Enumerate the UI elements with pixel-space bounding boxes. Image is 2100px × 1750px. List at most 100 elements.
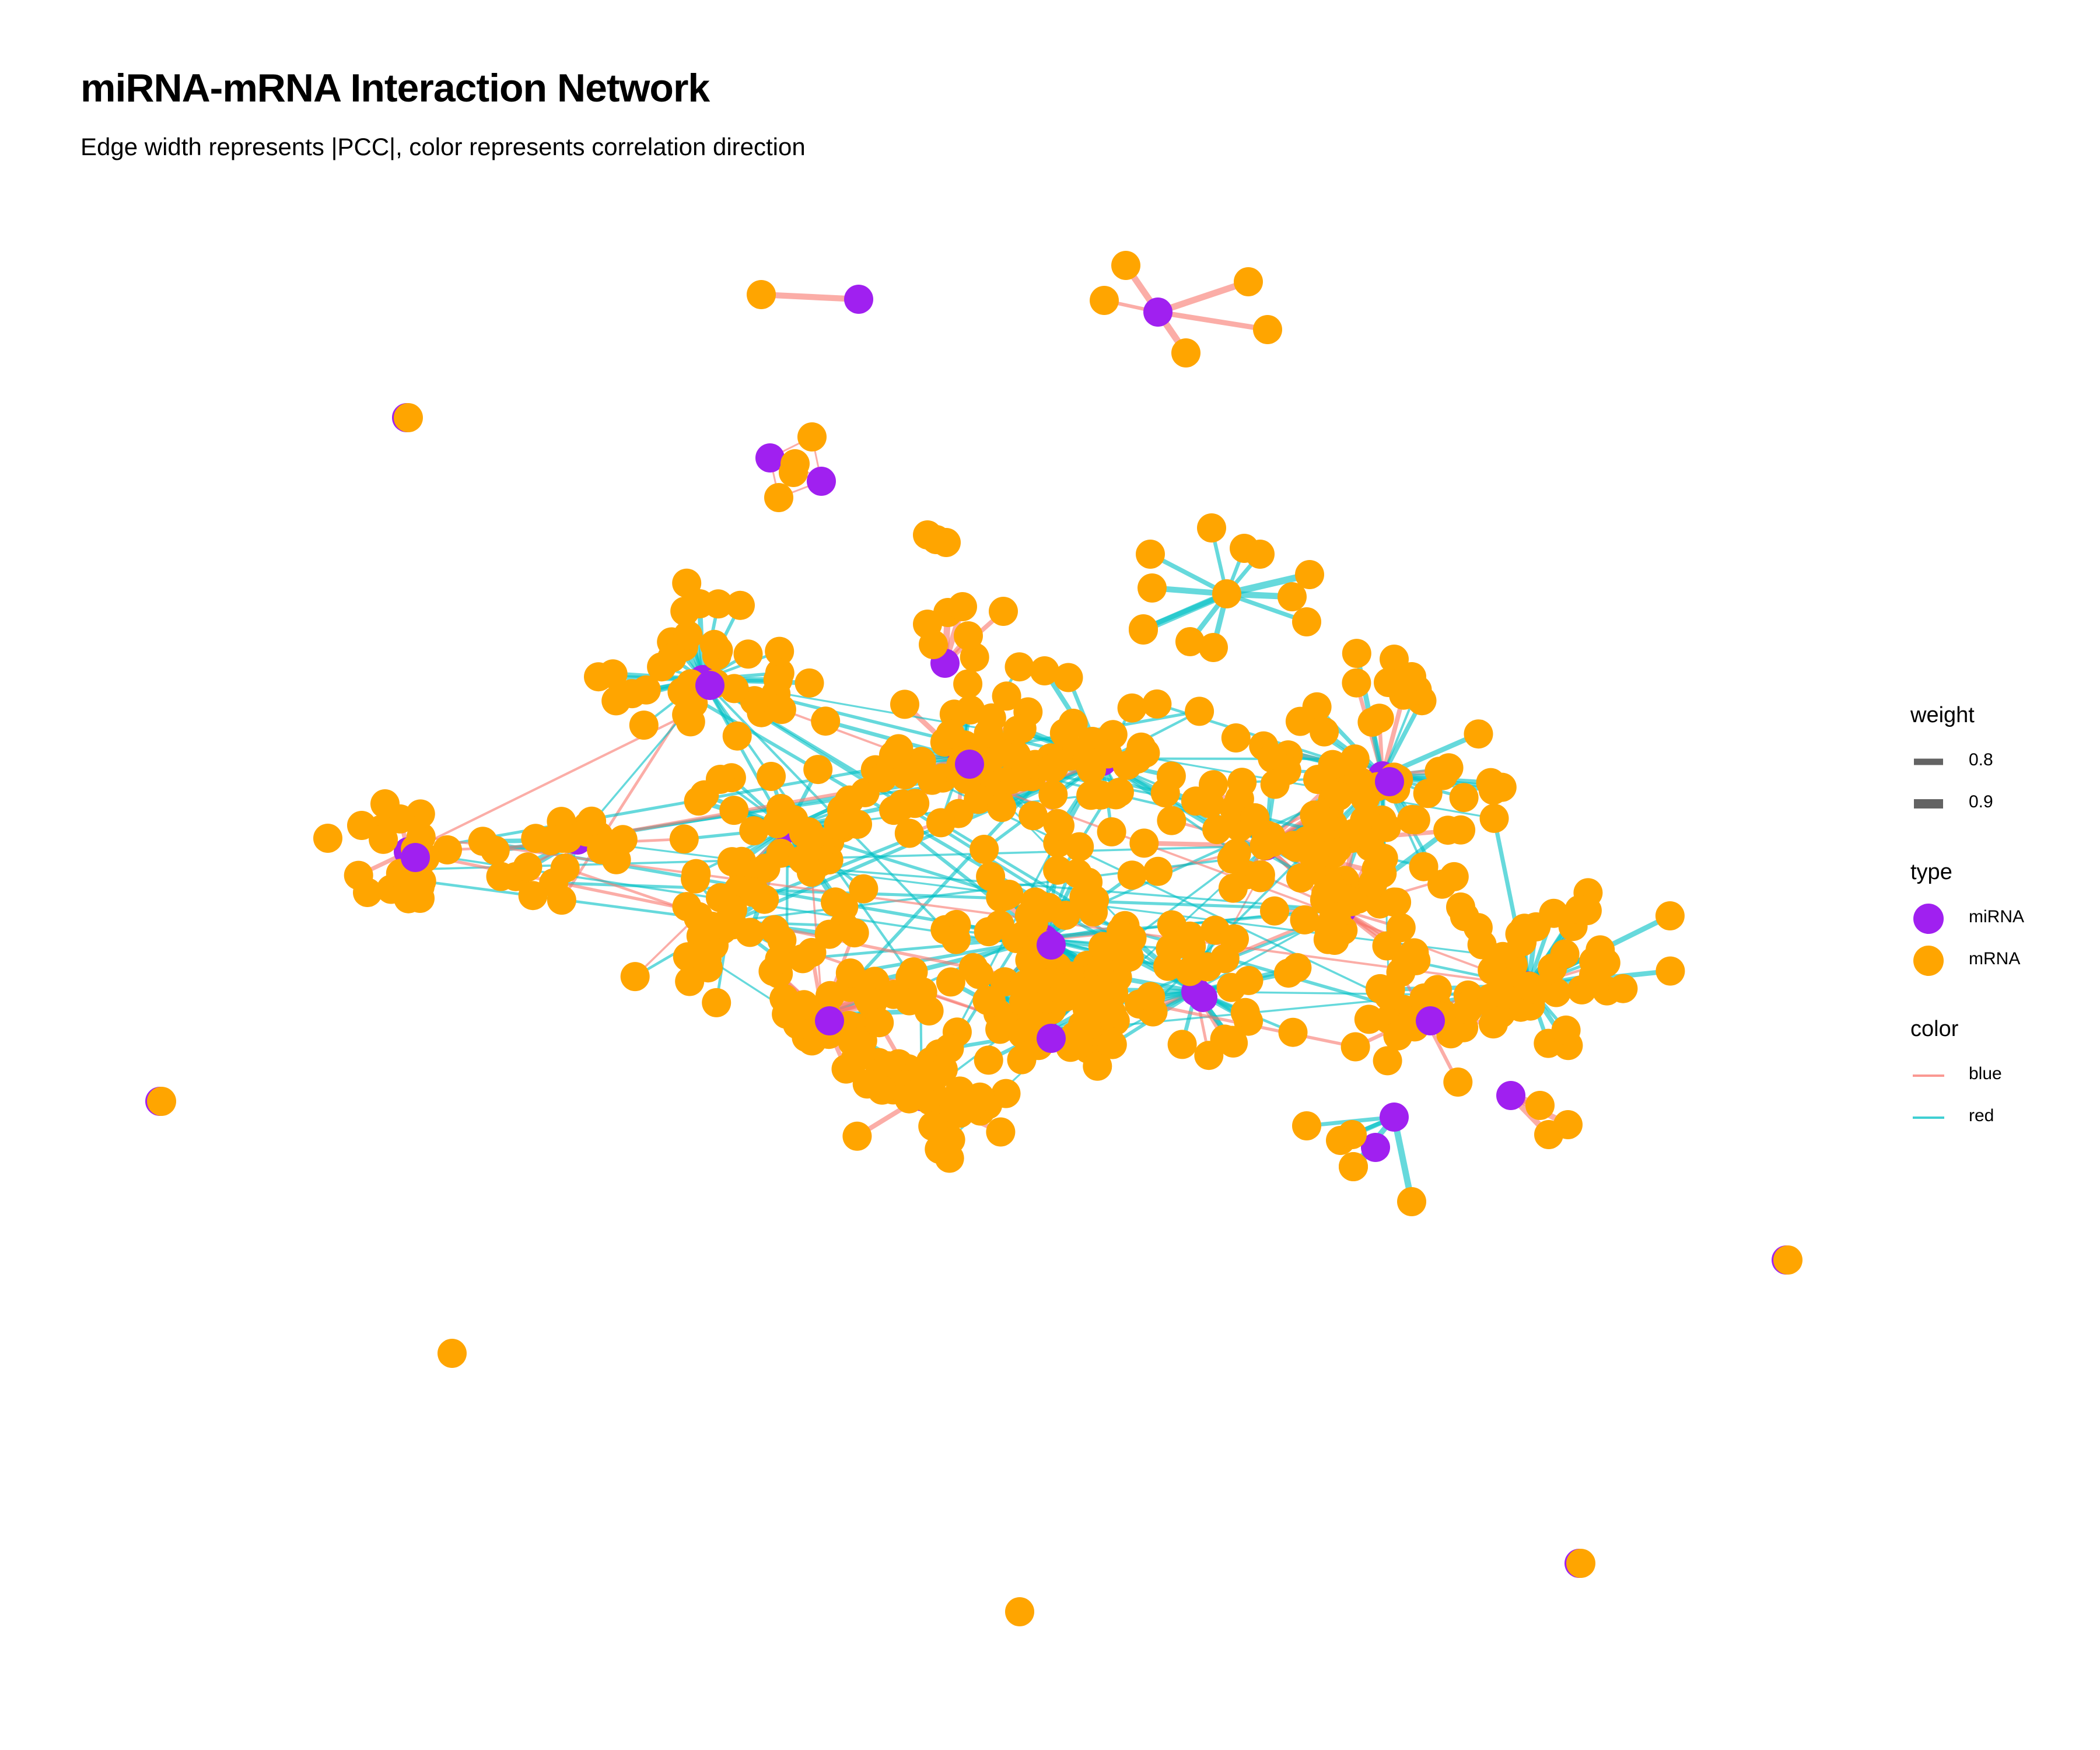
mrna-node bbox=[803, 755, 833, 785]
mrna-node bbox=[681, 864, 710, 894]
mrna-node bbox=[1002, 740, 1031, 769]
mrna-node bbox=[1199, 633, 1228, 662]
legend-weight-line-thick bbox=[1914, 799, 1943, 808]
mrna-node bbox=[873, 1051, 903, 1081]
mrna-node bbox=[673, 621, 703, 650]
mrna-node bbox=[974, 719, 1003, 748]
mrna-node bbox=[1433, 816, 1463, 845]
mrna-node bbox=[370, 789, 400, 818]
legend-blue-line bbox=[1913, 1074, 1944, 1077]
mrna-node bbox=[1450, 902, 1479, 932]
mrna-node bbox=[1005, 1597, 1034, 1626]
mrna-node bbox=[1358, 868, 1388, 898]
mrna-node bbox=[1077, 755, 1107, 784]
mrna-node bbox=[147, 1087, 176, 1116]
mrna-node bbox=[1142, 689, 1172, 719]
mrna-node bbox=[1586, 935, 1615, 965]
mrna-node bbox=[1136, 540, 1165, 569]
mirna-node bbox=[1380, 1102, 1409, 1132]
mrna-node bbox=[908, 977, 937, 1007]
mrna-node bbox=[942, 925, 971, 954]
mrna-node bbox=[667, 677, 697, 707]
mrna-node bbox=[763, 665, 793, 695]
mrna-node bbox=[760, 915, 789, 944]
mrna-node bbox=[726, 590, 755, 620]
mrna-node bbox=[1525, 1091, 1555, 1120]
mrna-node bbox=[1339, 818, 1368, 848]
mirna-node bbox=[695, 671, 724, 700]
mrna-node bbox=[1292, 607, 1321, 636]
mrna-node bbox=[1397, 662, 1426, 691]
mrna-node bbox=[936, 967, 965, 997]
mrna-node bbox=[1038, 780, 1068, 810]
mirna-node bbox=[755, 443, 785, 473]
mrna-node bbox=[1295, 560, 1324, 589]
mrna-node bbox=[719, 674, 749, 704]
legend-weight-title: weight bbox=[1910, 703, 1975, 727]
mrna-node bbox=[1397, 1187, 1426, 1216]
mrna-node bbox=[1054, 663, 1083, 692]
mrna-node bbox=[1083, 1051, 1112, 1081]
mrna-node bbox=[347, 811, 376, 840]
mrna-node bbox=[369, 824, 398, 854]
mrna-node bbox=[1485, 977, 1515, 1007]
mrna-node bbox=[1202, 815, 1232, 845]
mrna-node bbox=[1065, 832, 1094, 862]
mrna-node bbox=[1167, 1030, 1197, 1059]
mrna-node bbox=[1319, 902, 1349, 932]
legend-color-label: blue bbox=[1969, 1064, 2002, 1083]
mrna-node bbox=[1185, 696, 1214, 726]
mrna-node bbox=[1117, 693, 1147, 723]
mrna-node bbox=[1221, 723, 1251, 752]
mrna-node bbox=[1097, 817, 1126, 846]
mrna-node bbox=[1129, 828, 1159, 858]
legend-weight-label: 0.9 bbox=[1969, 792, 1993, 811]
chart-subtitle: Edge width represents |PCC|, color repre… bbox=[80, 133, 806, 160]
mrna-node bbox=[692, 943, 722, 973]
mrna-node bbox=[629, 710, 659, 740]
mrna-node bbox=[1260, 896, 1289, 926]
mrna-node bbox=[1195, 789, 1224, 818]
mrna-node bbox=[1443, 1068, 1473, 1097]
mrna-node bbox=[1292, 1111, 1321, 1140]
mrna-node bbox=[764, 483, 793, 512]
mirna-node bbox=[1143, 298, 1172, 327]
mrna-node bbox=[757, 762, 786, 791]
mrna-node bbox=[925, 1135, 954, 1164]
mrna-node bbox=[1534, 1120, 1563, 1149]
mrna-node bbox=[1428, 761, 1458, 790]
mrna-node bbox=[1342, 668, 1371, 698]
mrna-node bbox=[779, 458, 808, 487]
mrna-node bbox=[1479, 803, 1509, 833]
legend-type-item: miRNA bbox=[1910, 898, 2085, 940]
mrna-node bbox=[974, 917, 1003, 947]
mrna-node bbox=[1507, 927, 1537, 957]
mrna-node bbox=[936, 719, 965, 749]
mrna-node bbox=[964, 785, 993, 814]
mrna-node bbox=[1245, 860, 1275, 890]
mrna-node bbox=[1171, 338, 1200, 368]
chart-title: miRNA-mRNA Interaction Network bbox=[80, 66, 710, 110]
mrna-node bbox=[985, 1014, 1015, 1044]
mrna-node bbox=[1111, 251, 1140, 280]
mrna-node bbox=[1478, 956, 1507, 985]
mrna-node bbox=[750, 884, 779, 914]
mrna-node bbox=[1550, 939, 1580, 969]
mrna-node bbox=[1379, 887, 1409, 917]
mrna-node bbox=[1773, 1245, 1803, 1275]
legend-mirna-dot bbox=[1913, 904, 1944, 934]
mrna-node bbox=[852, 1069, 882, 1099]
mrna-node bbox=[577, 806, 607, 836]
mirna-node bbox=[1188, 983, 1217, 1012]
mrna-node bbox=[1608, 974, 1638, 1003]
mrna-node bbox=[811, 706, 841, 736]
mrna-node bbox=[617, 679, 647, 709]
mrna-node bbox=[1117, 860, 1147, 890]
mrna-node bbox=[919, 630, 948, 659]
legend-type: type miRNA mRNA bbox=[1910, 860, 2085, 982]
mrna-node bbox=[1373, 1046, 1402, 1076]
mrna-node bbox=[1219, 1028, 1248, 1058]
mrna-node bbox=[1338, 1120, 1367, 1149]
mrna-node bbox=[394, 403, 423, 432]
legend-type-label: mRNA bbox=[1969, 949, 2021, 968]
